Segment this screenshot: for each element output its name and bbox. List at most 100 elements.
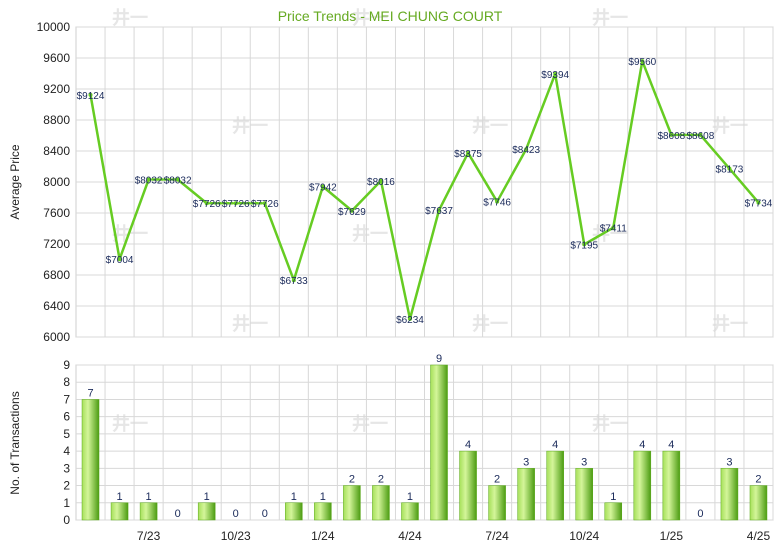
transactions-y-tick-label: 3 [63,461,70,475]
price-point [756,200,761,205]
transactions-data-labels: 7 1 1 0 1 0 0 1 1 2 2 1 9 4 2 3 4 3 1 4 4 0 3 2 [87,353,761,520]
price-point [320,184,325,189]
svg-text:井一: 井一 [112,413,148,435]
price-segment [176,178,208,205]
price-segment [553,72,586,246]
svg-text:井一: 井一 [472,115,508,137]
price-point-label: $8032 [164,176,192,187]
transaction-bar [139,502,158,521]
price-data-labels: $9124$7004$8032 $8032$7726 $7726 $7726$6733… [77,57,773,326]
price-y-tick-label: 7600 [43,206,70,220]
price-point-label: $7726 [193,199,221,210]
price-segment [641,59,673,137]
price-point-label: $7734 [745,199,773,210]
price-segment [263,201,296,282]
transaction-bar-label: 1 [320,491,326,503]
price-point [349,208,354,213]
price-segment [699,133,731,170]
transaction-bar-label: 0 [262,508,268,520]
price-point [466,150,471,155]
transaction-bar-label: 4 [639,439,645,451]
price-point-label: $7942 [309,182,337,193]
price-point-label: $7195 [570,240,598,251]
transactions-y-tick-label: 5 [63,427,70,441]
transaction-bar [81,399,100,521]
transactions-y-tick-label: 2 [63,479,70,493]
transaction-bar-label: 7 [87,387,93,399]
price-point [262,201,267,206]
transaction-bar [430,364,448,521]
x-tick-label: 10/24 [569,529,599,543]
transaction-bar-label: 9 [436,353,442,365]
transactions-y-tick-label: 0 [63,513,70,527]
price-y-tick-label: 8800 [43,113,70,127]
price-y-axis: 6000 6400 6800 7200 7600 8000 8400 8800 9200 9600… [37,20,71,344]
svg-text:井一: 井一 [112,7,148,29]
transaction-bar-label: 1 [204,491,210,503]
transaction-bar-label: 4 [552,439,558,451]
transaction-bar-label: 1 [407,491,413,503]
transaction-bar-label: 0 [233,508,239,520]
transactions-y-tick-label: 9 [63,358,70,372]
price-point [669,132,674,137]
transaction-bar-label: 4 [668,439,674,451]
price-segment [495,147,528,203]
transaction-bar [546,450,564,521]
transaction-bar-label: 1 [610,491,616,503]
transaction-bar [343,485,361,521]
x-tick-label: 4/25 [747,529,771,543]
transactions-y-tick-label: 1 [63,496,70,510]
price-point-label: $8173 [716,165,744,176]
price-point-label: $6234 [396,315,424,326]
price-segment [408,208,441,321]
price-y-tick-label: 10000 [37,20,71,34]
transaction-bar-label: 0 [175,508,181,520]
transaction-bar [662,450,681,521]
price-y-tick-label: 6400 [43,299,70,313]
price-segment [118,178,150,261]
transaction-bar-label: 2 [378,474,384,486]
transaction-bar-label: 2 [494,474,500,486]
transaction-bar-label: 2 [755,474,761,486]
svg-text:井一: 井一 [352,223,388,245]
transactions-grid [76,364,774,521]
transaction-bar-label: 3 [581,456,587,468]
svg-text:井一: 井一 [592,7,628,29]
price-point-label: $8608 [686,131,714,142]
price-y-tick-label: 8400 [43,144,70,158]
transaction-bar-label: 1 [117,491,123,503]
price-point [378,178,383,183]
price-point-label: $7629 [338,207,366,218]
price-point [291,278,296,283]
transactions-y-tick-label: 6 [63,410,70,424]
svg-text:井一: 井一 [592,223,628,245]
price-point-label: $8016 [367,177,395,188]
transaction-bar [459,450,477,521]
x-tick-label: 7/23 [137,529,161,543]
price-point-label: $6733 [280,276,308,287]
price-y-tick-label: 8000 [43,175,70,189]
x-axis-date-labels: 7/23 10/23 1/24 4/24 7/24 10/24 1/25 4/25 [137,529,771,543]
transactions-y-tick-label: 7 [63,392,70,406]
transaction-bar [720,468,739,521]
price-point-label: $8375 [454,149,482,160]
price-y-tick-label: 9600 [43,51,70,65]
transaction-bar [401,502,419,521]
transaction-bar [488,485,506,521]
transaction-bar-label: 1 [291,491,297,503]
transaction-bar-label: 3 [523,456,529,468]
price-segment [728,167,760,204]
price-point-label: $8608 [657,131,685,142]
price-point [233,201,238,206]
price-y-tick-label: 9200 [43,82,70,96]
transaction-bar [633,450,652,521]
price-point-label: $9394 [541,70,569,81]
price-y-tick-label: 6000 [43,330,70,344]
price-segment [466,151,499,203]
svg-text:井一: 井一 [712,115,748,137]
transaction-bar [197,502,216,521]
svg-text:井一: 井一 [352,7,388,29]
chart-title: Price Trends - MEI CHUNG COURT [278,8,503,24]
price-grid [76,26,774,338]
svg-text:井一: 井一 [712,313,748,335]
